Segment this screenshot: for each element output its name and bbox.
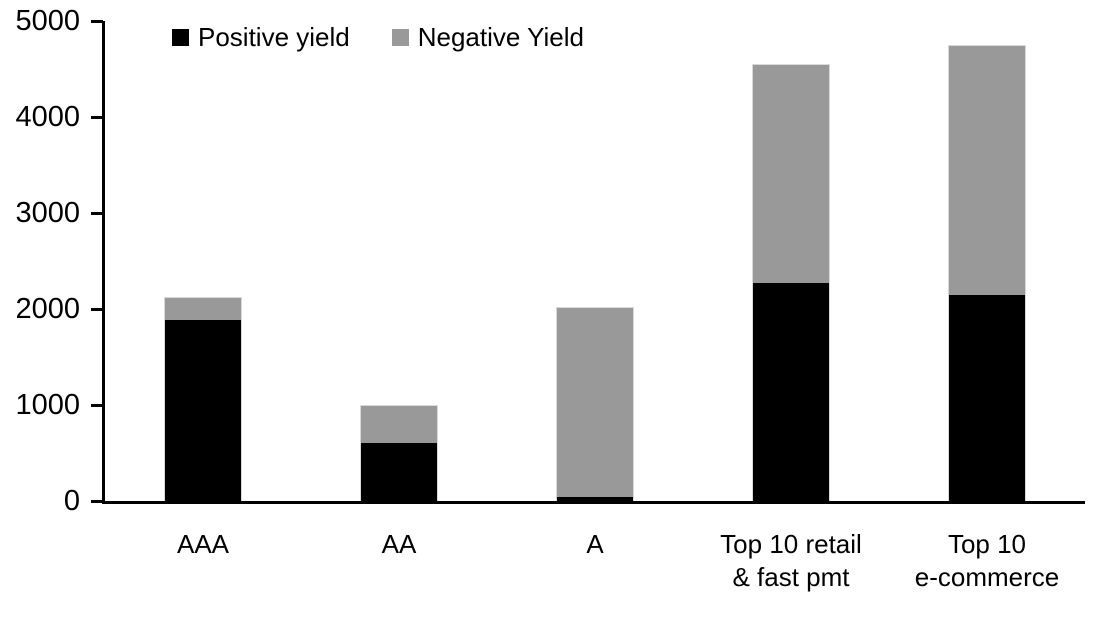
bar-segment-negative-yield <box>164 297 242 320</box>
stacked-bar <box>752 64 830 501</box>
legend-swatch-negative-yield-icon <box>391 28 409 46</box>
bar-slot <box>301 21 497 501</box>
stacked-bar <box>164 297 242 501</box>
bar-segment-positive-yield <box>360 443 438 501</box>
plot-area <box>105 21 1085 501</box>
x-axis-category-labels: AAA AA A Top 10 retail & fast pmt Top 10 e-c… <box>105 528 1085 593</box>
x-axis-line <box>102 501 1085 504</box>
y-axis-tick <box>91 499 103 503</box>
y-axis-tick-label: 1000 <box>15 389 80 421</box>
bar-slot <box>889 21 1085 501</box>
chart-legend: Positive yield Negative Yield <box>172 24 584 50</box>
bar-segment-positive-yield <box>752 283 830 501</box>
x-axis-category-label: Top 10 e-commerce <box>914 529 1060 592</box>
x-axis-category-label: AA <box>381 529 417 559</box>
y-axis-tick <box>91 307 103 311</box>
stacked-bar <box>948 45 1026 501</box>
bar-slot <box>497 21 693 501</box>
x-axis-category-label: Top 10 retail & fast pmt <box>720 529 862 592</box>
y-axis-tick-label: 3000 <box>15 197 80 229</box>
y-axis-line <box>102 21 105 504</box>
y-axis-tick-label: 2000 <box>15 293 80 325</box>
y-axis-tick-label: 4000 <box>15 101 80 133</box>
x-axis-category-label: AAA <box>176 529 230 559</box>
bar-slot <box>105 21 301 501</box>
bar-segment-positive-yield <box>164 319 242 501</box>
y-axis-tick <box>91 115 103 119</box>
y-axis-tick <box>91 211 103 215</box>
legend-item-positive-yield: Positive yield <box>172 24 350 50</box>
y-axis-tick <box>91 19 103 23</box>
bar-segment-negative-yield <box>948 45 1026 295</box>
bar-segment-negative-yield <box>360 405 438 444</box>
legend-label-negative-yield: Negative Yield <box>417 22 584 52</box>
bar-slot <box>693 21 889 501</box>
stacked-bar <box>360 405 438 501</box>
x-axis-category-label: A <box>586 529 604 559</box>
bar-segment-positive-yield <box>556 497 634 501</box>
stacked-bar <box>556 307 634 501</box>
y-axis-tick <box>91 403 103 407</box>
bar-segment-negative-yield <box>556 307 634 498</box>
y-axis-tick-label: 5000 <box>15 5 80 37</box>
bar-segment-positive-yield <box>948 294 1026 501</box>
y-axis-tick-label: 0 <box>63 485 80 517</box>
legend-label-positive-yield: Positive yield <box>198 22 350 52</box>
legend-swatch-positive-yield-icon <box>172 28 189 46</box>
legend-item-negative-yield: Negative Yield <box>391 22 584 52</box>
bar-segment-negative-yield <box>752 64 830 284</box>
